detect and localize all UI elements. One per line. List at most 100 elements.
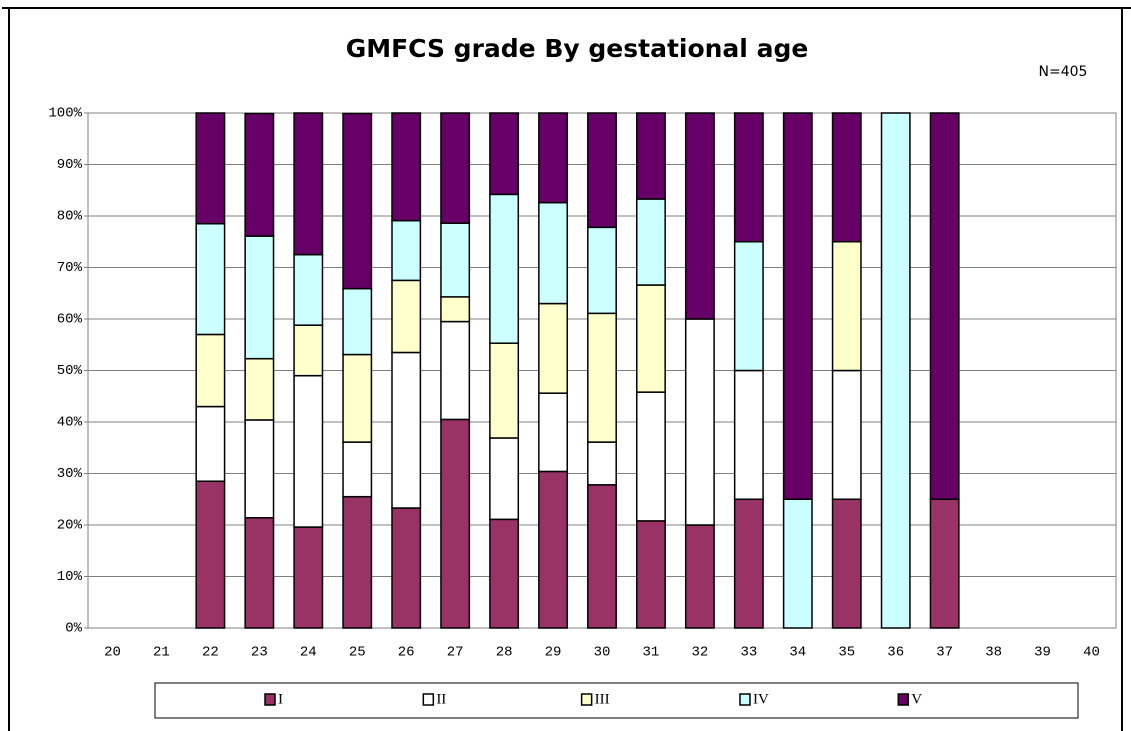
bar-segment xyxy=(929,498,960,629)
bar-segment xyxy=(342,112,373,290)
legend-label: V xyxy=(911,691,922,707)
bar-segment xyxy=(538,112,568,204)
bar-segment xyxy=(782,112,813,500)
y-tick-label: 20% xyxy=(57,518,83,534)
bar-segment xyxy=(293,374,324,528)
legend-label: I xyxy=(278,691,283,707)
x-tick-label: 25 xyxy=(349,645,366,661)
y-tick-label: 10% xyxy=(57,569,83,585)
bar-segment xyxy=(244,419,275,519)
bar-segment xyxy=(929,112,960,500)
bar-segment xyxy=(538,302,568,394)
bar-segment xyxy=(684,524,715,629)
bar-segment xyxy=(733,241,764,372)
legend-label: IV xyxy=(753,691,769,707)
bar-segment xyxy=(391,351,422,509)
x-tick-label: 32 xyxy=(691,645,708,661)
x-tick-label: 20 xyxy=(104,645,121,661)
bar-segment xyxy=(440,112,471,224)
x-tick-label: 24 xyxy=(300,645,317,661)
bar-segment xyxy=(684,112,715,320)
x-tick-label: 40 xyxy=(1083,645,1100,661)
bar-segment xyxy=(391,112,422,222)
bar-segment xyxy=(244,357,275,421)
chart-title: GMFCS grade By gestational age xyxy=(346,34,809,63)
legend-box xyxy=(154,682,1079,719)
y-tick-label: 90% xyxy=(57,157,83,173)
bar-segment xyxy=(636,198,666,286)
x-tick-label: 34 xyxy=(789,645,806,661)
bar-segment xyxy=(440,222,471,298)
bar-segment xyxy=(195,333,226,408)
legend-swatch xyxy=(264,693,276,706)
bar-segment xyxy=(587,484,617,629)
bar-segment xyxy=(587,112,617,229)
bar-segment xyxy=(195,112,226,225)
x-tick-label: 33 xyxy=(740,645,757,661)
legend-label: III xyxy=(595,691,610,707)
bar-segment xyxy=(538,201,568,305)
bar-segment xyxy=(293,253,324,326)
y-tick-label: 0% xyxy=(65,621,82,637)
bar-segment xyxy=(538,392,568,473)
x-tick-label: 35 xyxy=(838,645,855,661)
bar-segment xyxy=(391,507,422,629)
x-tick-label: 22 xyxy=(202,645,219,661)
x-tick-label: 38 xyxy=(985,645,1002,661)
legend-swatch xyxy=(422,693,435,706)
bar-segment xyxy=(831,498,862,629)
x-tick-label: 23 xyxy=(251,645,268,661)
bar-segment xyxy=(831,241,862,372)
bar-segment xyxy=(293,526,324,629)
bar-segment xyxy=(587,226,617,315)
bar-segment xyxy=(782,498,813,629)
bar-segment xyxy=(391,279,422,354)
y-tick-label: 70% xyxy=(57,260,83,276)
bar-segment xyxy=(293,112,324,256)
x-tick-label: 27 xyxy=(447,645,464,661)
legend-swatch xyxy=(739,693,751,706)
bar-segment xyxy=(831,369,862,500)
legend-swatch xyxy=(580,693,593,706)
bar-segment xyxy=(733,369,764,500)
y-tick-label: 40% xyxy=(57,415,83,431)
bar-segment xyxy=(489,342,520,439)
annotation: N=405 xyxy=(1039,64,1088,80)
y-tick-label: 100% xyxy=(48,106,82,122)
x-tick-label: 30 xyxy=(594,645,611,661)
bar-segment xyxy=(880,112,911,629)
bar-segment xyxy=(342,441,373,498)
bar-segment xyxy=(587,441,617,486)
x-tick-label: 36 xyxy=(887,645,904,661)
bar-segment xyxy=(195,405,226,482)
bar-segment xyxy=(587,312,617,443)
bar-segment xyxy=(440,296,471,323)
bar-segment xyxy=(440,418,471,629)
bar-segment xyxy=(636,284,666,393)
bar-segment xyxy=(636,520,666,629)
bar-segment xyxy=(733,112,764,243)
bar-segment xyxy=(489,518,520,629)
bar-segment xyxy=(733,498,764,629)
bar-segment xyxy=(538,470,568,629)
bar-segment xyxy=(831,112,862,243)
legend-label: II xyxy=(436,691,446,707)
bar-segment xyxy=(195,480,226,629)
bar-segment xyxy=(244,112,275,237)
bar-segment xyxy=(636,391,666,522)
x-tick-label: 21 xyxy=(153,645,170,661)
bar-segment xyxy=(195,222,226,336)
x-tick-label: 28 xyxy=(496,645,513,661)
x-tick-label: 26 xyxy=(398,645,415,661)
bar-segment xyxy=(440,320,471,421)
bar-segment xyxy=(684,318,715,526)
y-tick-label: 50% xyxy=(57,363,83,379)
x-tick-label: 31 xyxy=(643,645,660,661)
y-tick-label: 80% xyxy=(57,209,83,225)
bar-segment xyxy=(489,112,520,196)
bar-segment xyxy=(489,193,520,344)
bar-segment xyxy=(391,219,422,282)
bar-segment xyxy=(342,495,373,629)
x-tick-label: 39 xyxy=(1034,645,1051,661)
